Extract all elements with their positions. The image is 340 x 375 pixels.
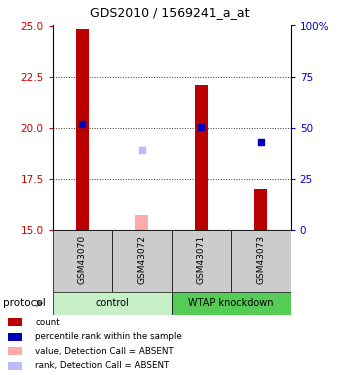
Point	[258, 139, 264, 145]
Bar	[172, 230, 231, 292]
Bar	[112, 230, 172, 292]
Text: GSM43072: GSM43072	[137, 235, 147, 284]
Text: GSM43070: GSM43070	[78, 235, 87, 284]
Bar	[195, 85, 208, 230]
Bar	[172, 292, 291, 315]
Text: GDS2010 / 1569241_a_at: GDS2010 / 1569241_a_at	[90, 6, 250, 19]
Bar	[76, 28, 89, 230]
Text: value, Detection Call = ABSENT: value, Detection Call = ABSENT	[35, 347, 174, 356]
Text: control: control	[95, 298, 129, 308]
Point	[199, 124, 204, 130]
Bar	[8, 318, 22, 326]
Bar	[135, 214, 149, 230]
Text: WTAP knockdown: WTAP knockdown	[188, 298, 274, 308]
Text: protocol: protocol	[3, 298, 46, 308]
Text: percentile rank within the sample: percentile rank within the sample	[35, 332, 182, 341]
Bar	[8, 362, 22, 370]
Bar	[53, 292, 172, 315]
Point	[80, 121, 85, 127]
Text: count: count	[35, 318, 60, 327]
Point	[139, 147, 145, 153]
Bar	[8, 333, 22, 341]
Bar	[8, 347, 22, 355]
Bar	[254, 189, 268, 230]
Bar	[53, 230, 112, 292]
Text: rank, Detection Call = ABSENT: rank, Detection Call = ABSENT	[35, 362, 170, 370]
Text: GSM43073: GSM43073	[256, 235, 266, 284]
Bar	[231, 230, 291, 292]
Text: GSM43071: GSM43071	[197, 235, 206, 284]
